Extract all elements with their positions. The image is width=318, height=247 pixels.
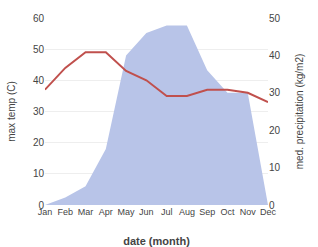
svg-text:0: 0 [269,200,275,211]
svg-text:Apr: Apr [99,207,113,217]
svg-text:30: 30 [33,106,45,117]
svg-text:10: 10 [269,162,281,173]
svg-text:max temp (C): max temp (C) [6,81,17,142]
svg-text:Jan: Jan [38,207,53,217]
svg-text:Mar: Mar [78,207,94,217]
svg-text:Jul: Jul [161,207,173,217]
svg-text:Feb: Feb [58,207,74,217]
svg-text:50: 50 [33,44,45,55]
svg-text:20: 20 [269,125,281,136]
svg-text:med. precipitation (kg/m2): med. precipitation (kg/m2) [294,54,305,170]
svg-text:Nov: Nov [240,207,257,217]
svg-text:0: 0 [38,200,44,211]
svg-text:Jun: Jun [139,207,154,217]
svg-text:Dec: Dec [260,207,277,217]
svg-text:20: 20 [33,137,45,148]
svg-text:30: 30 [269,87,281,98]
svg-text:40: 40 [33,75,45,86]
svg-text:Sep: Sep [199,207,215,217]
svg-text:10: 10 [33,168,45,179]
svg-text:Oct: Oct [220,207,235,217]
svg-text:60: 60 [33,13,45,24]
svg-text:May: May [118,207,136,217]
svg-text:date (month): date (month) [123,235,190,247]
svg-text:50: 50 [269,13,281,24]
svg-text:40: 40 [269,50,281,61]
svg-text:Aug: Aug [179,207,195,217]
